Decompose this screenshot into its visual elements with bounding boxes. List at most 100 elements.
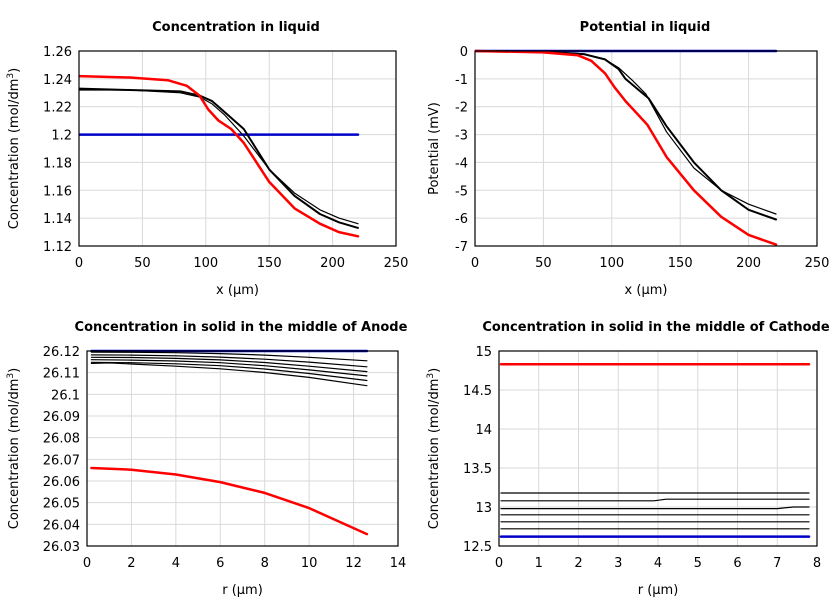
chart-4-ytick-label: 13.5 <box>463 462 492 477</box>
chart-4-xtick-label: 7 <box>773 556 781 571</box>
chart-4-ylabel-sup: 3 <box>426 373 436 379</box>
chart-2-xtick-label: 200 <box>736 256 761 271</box>
chart-4-xtick-label: 6 <box>733 556 741 571</box>
chart-1-series <box>79 74 360 238</box>
chart-3-ylabel-main: Concentration (mol/dm <box>7 379 22 530</box>
chart-4-ytick-label: 14.5 <box>463 384 492 399</box>
chart-4-xtick-label: 2 <box>574 556 582 571</box>
chart-1-series-intermediate-1 <box>79 89 359 225</box>
chart-3-xtick-label: 6 <box>216 556 224 571</box>
chart-2-ylabel: Potential (mV) <box>427 102 442 195</box>
chart-3-ytick-label: 26.03 <box>43 540 80 555</box>
chart-3-ytick-label: 26.1 <box>51 388 80 403</box>
chart-3-xtick-label: 10 <box>301 556 318 571</box>
chart-2-ytick-label: -4 <box>455 156 468 171</box>
chart-1-xtick-label: 50 <box>134 256 151 271</box>
chart-4-ylabel-main: Concentration (mol/dm <box>427 379 442 530</box>
chart-4-xtick-label: 8 <box>813 556 821 571</box>
chart-3-ylabel: Concentration (mol/dm3) <box>6 368 22 530</box>
chart-3: 0 2 4 6 8 10 12 14 26.03 26.04 26.05 26.06 26.07 26.0… <box>6 320 408 598</box>
chart-4-ytick-label: 12.5 <box>463 540 492 555</box>
chart-2-ylabel-main: Potential (mV) <box>427 102 442 195</box>
chart-3-series-t3 <box>90 356 368 373</box>
chart-3-series-t6 <box>90 362 368 387</box>
chart-3-series <box>90 349 369 536</box>
chart-3-ylabel-sup: 3 <box>6 373 16 379</box>
chart-4-xtick-label: 0 <box>495 556 503 571</box>
chart-2-xtick-label: 50 <box>535 256 552 271</box>
chart-4-ytick-label: 14 <box>475 423 492 438</box>
chart-3-series-t2 <box>90 354 368 368</box>
chart-2-ytick-label: -6 <box>455 212 468 227</box>
chart-3-xtick-label: 0 <box>83 556 91 571</box>
chart-1-ylabel-main: Concentration (mol/dm <box>7 79 22 230</box>
chart-3-series-t1 <box>90 351 368 362</box>
chart-2-ytick-label: -2 <box>455 101 468 116</box>
chart-1-ytick-label: 1.26 <box>43 45 72 60</box>
chart-1-ylabel: Concentration (mol/dm3) <box>6 68 22 230</box>
chart-4-title: Concentration in solid in the middle of … <box>482 320 830 335</box>
chart-3-xlabel: r (µm) <box>222 583 263 598</box>
chart-1-ytick-label: 1.18 <box>43 156 72 171</box>
chart-2-ytick-label: -3 <box>455 129 468 144</box>
chart-4-xtick-label: 3 <box>614 556 622 571</box>
chart-3-xtick-label: 2 <box>127 556 135 571</box>
chart-4-ylabel-tail: ) <box>427 368 442 373</box>
chart-1-ytick-label: 1.22 <box>43 101 72 116</box>
chart-1-ytick-label: 1.16 <box>43 184 72 199</box>
chart-1-title: Concentration in liquid <box>152 20 320 35</box>
chart-4-xtick-label: 5 <box>694 556 702 571</box>
chart-1-xtick-label: 200 <box>320 256 345 271</box>
chart-4-xlabel: r (µm) <box>638 583 679 598</box>
chart-2: 0 50 100 150 200 250 -7 -6 -5 -4 -3 -2 -1 0 Potential … <box>427 20 829 298</box>
chart-3-ytick-label: 26.09 <box>43 410 80 425</box>
chart-4-series <box>499 363 811 538</box>
chart-4-frame <box>498 350 818 547</box>
chart-3-ytick-label: 26.11 <box>43 367 80 382</box>
chart-4-ytick-label: 13 <box>475 501 492 516</box>
chart-4-series-t2 <box>500 498 810 502</box>
chart-3-xtick-label: 4 <box>172 556 180 571</box>
chart-1-ylabel-sup: 3 <box>6 73 16 79</box>
chart-2-xlabel: x (µm) <box>625 283 668 298</box>
chart-1-xlabel: x (µm) <box>216 283 259 298</box>
chart-2-title: Potential in liquid <box>580 20 711 35</box>
chart-2-series-intermediate-1 <box>475 50 777 215</box>
chart-3-series-t4 <box>90 359 368 377</box>
chart-2-ytick-label: -7 <box>455 240 468 255</box>
chart-3-xtick-label: 12 <box>345 556 362 571</box>
chart-4-series-t3 <box>500 506 810 510</box>
chart-2-series-final <box>475 49 778 246</box>
chart-1-series-final <box>79 74 360 238</box>
chart-1: 0 50 100 150 200 250 1.12 1.14 1.16 1.18 1.2 1.22 1.… <box>6 20 408 298</box>
chart-1-ytick-label: 1.24 <box>43 73 72 88</box>
chart-1-xtick-label: 250 <box>384 256 409 271</box>
chart-4-xtick-label: 1 <box>535 556 543 571</box>
chart-1-ytick-label: 1.2 <box>51 129 72 144</box>
chart-1-ytick-label: 1.14 <box>43 212 72 227</box>
chart-2-ytick-label: 0 <box>460 45 468 60</box>
chart-4-xtick-label: 4 <box>654 556 662 571</box>
chart-3-series-t5 <box>90 361 368 382</box>
chart-3-xtick-label: 8 <box>261 556 269 571</box>
chart-3-ytick-label: 26.07 <box>43 453 80 468</box>
chart-2-xtick-label: 150 <box>668 256 693 271</box>
chart-1-xtick-label: 0 <box>75 256 83 271</box>
chart-2-xtick-label: 100 <box>599 256 624 271</box>
chart-2-ytick-label: -1 <box>455 73 468 88</box>
chart-1-ylabel-tail: ) <box>7 68 22 73</box>
chart-3-ytick-label: 26.05 <box>43 497 80 512</box>
chart-1-frame <box>78 50 397 247</box>
chart-2-series-intermediate-2 <box>475 50 777 221</box>
chart-2-series <box>475 49 778 246</box>
chart-3-series-final <box>90 466 369 536</box>
chart-3-ylabel-tail: ) <box>7 368 22 373</box>
chart-1-ytick-label: 1.12 <box>43 240 72 255</box>
chart-2-frame <box>474 50 818 247</box>
chart-3-xtick-label: 14 <box>390 556 407 571</box>
chart-1-xtick-label: 150 <box>257 256 282 271</box>
chart-2-ytick-label: -5 <box>455 184 468 199</box>
chart-3-ytick-label: 26.08 <box>43 432 80 447</box>
chart-4-ylabel: Concentration (mol/dm3) <box>426 368 442 530</box>
